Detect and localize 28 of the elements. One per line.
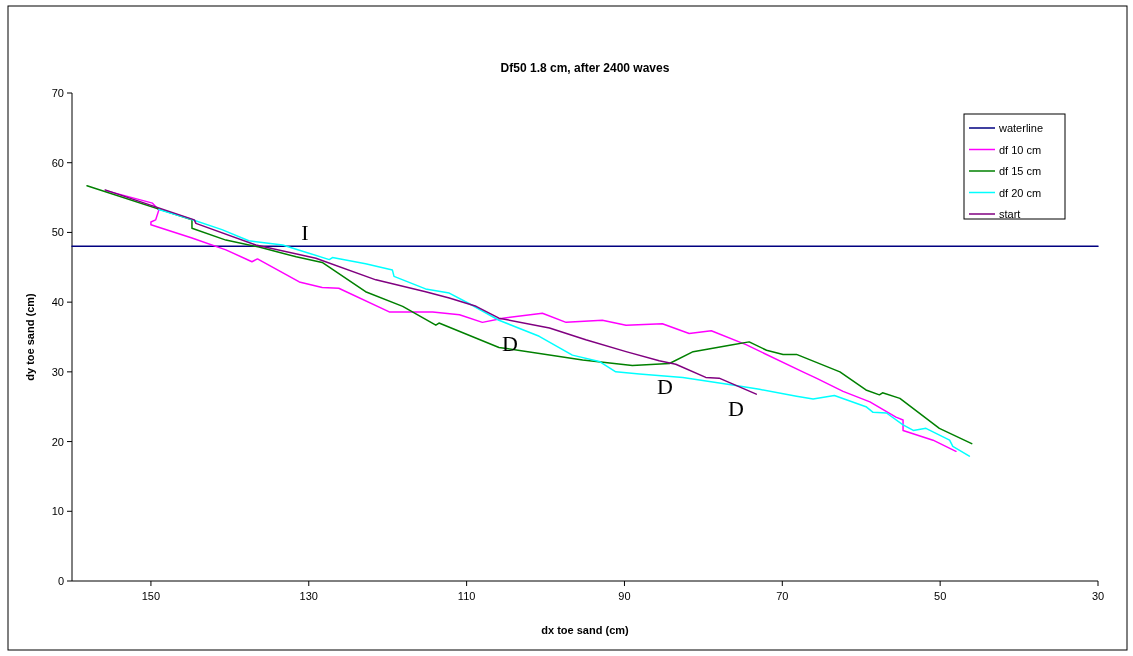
line-series bbox=[158, 208, 971, 457]
annotation: D bbox=[657, 374, 673, 399]
legend-label: waterline bbox=[998, 122, 1044, 134]
y-tick-label: 50 bbox=[51, 226, 64, 239]
y-tick-label: 40 bbox=[51, 296, 64, 309]
x-tick-label: 50 bbox=[934, 590, 947, 602]
y-tick-label: 0 bbox=[57, 575, 64, 587]
line-series bbox=[104, 189, 758, 395]
x-tick-label: 150 bbox=[141, 590, 161, 602]
y-tick-label: 10 bbox=[51, 505, 64, 518]
y-axis-title: dy toe sand (cm) bbox=[24, 292, 36, 381]
annotation: I bbox=[301, 220, 309, 245]
legend-label: df 10 cm bbox=[999, 143, 1042, 156]
y-tick-label: 70 bbox=[51, 87, 64, 99]
y-tick-label: 30 bbox=[51, 365, 64, 378]
x-axis-title: dx toe sand (cm) bbox=[541, 624, 630, 636]
y-tick-label: 60 bbox=[51, 156, 64, 169]
x-tick-label: 70 bbox=[776, 590, 789, 602]
legend-label: start bbox=[999, 208, 1021, 220]
x-tick-label: 30 bbox=[1091, 590, 1105, 602]
y-tick-label: 20 bbox=[51, 435, 64, 448]
annotation: D bbox=[728, 396, 744, 421]
x-tick-label: 90 bbox=[618, 590, 631, 602]
legend-label: df 15 cm bbox=[999, 165, 1042, 177]
legend-label: df 20 cm bbox=[999, 186, 1042, 199]
x-tick-label: 110 bbox=[457, 590, 476, 602]
chart-title: Df50 1.8 cm, after 2400 waves bbox=[500, 61, 670, 75]
x-tick-label: 130 bbox=[299, 590, 318, 602]
